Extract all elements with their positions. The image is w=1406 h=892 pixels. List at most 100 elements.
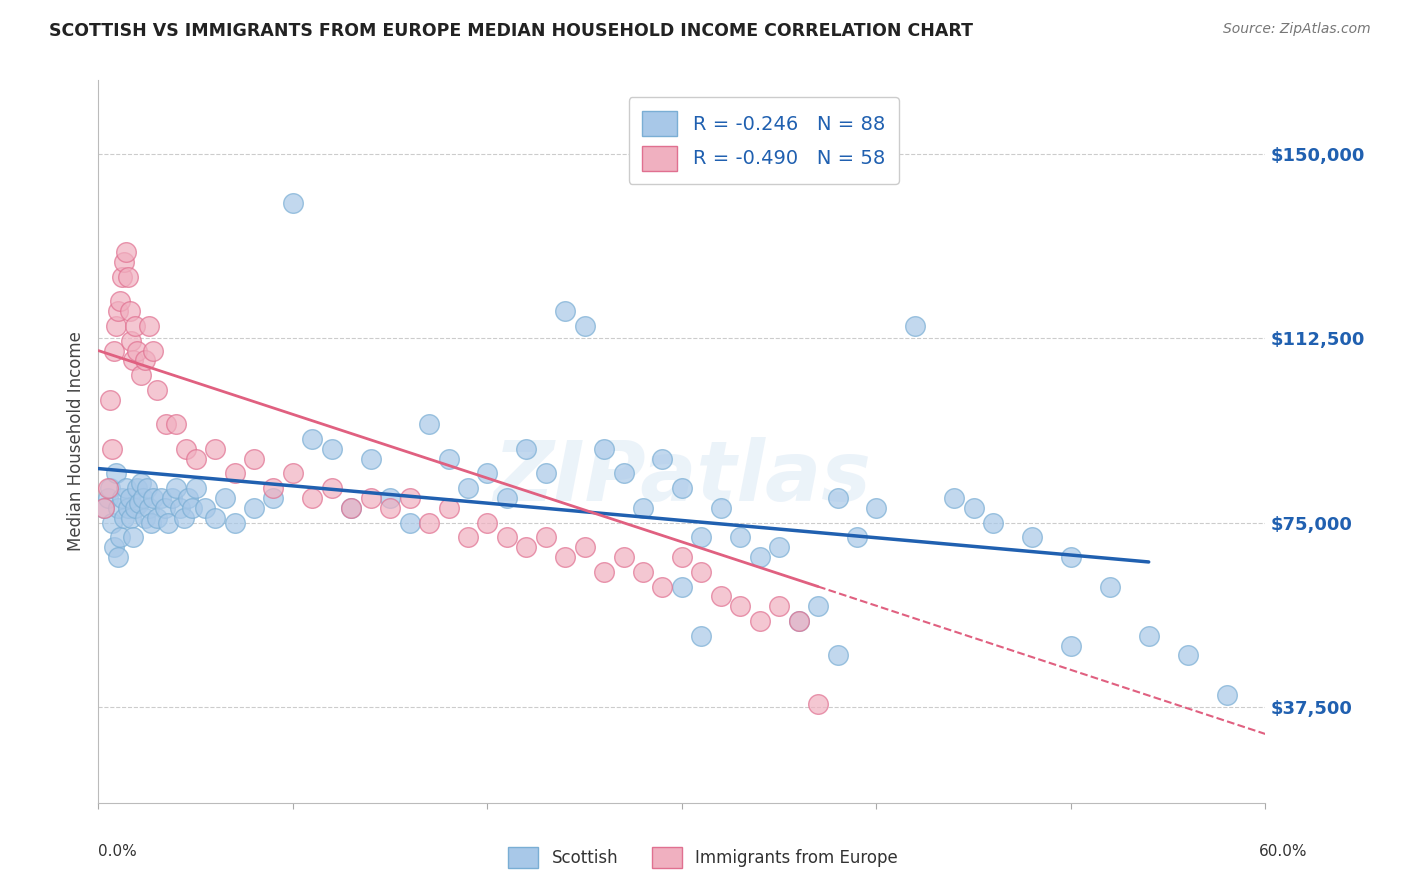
Point xyxy=(224,467,246,481)
Point xyxy=(360,451,382,466)
Point xyxy=(281,196,304,211)
Point xyxy=(418,516,440,530)
Text: 60.0%: 60.0% xyxy=(1260,845,1308,859)
Point xyxy=(149,491,172,505)
Point xyxy=(136,481,159,495)
Point xyxy=(262,481,284,495)
Point xyxy=(124,319,146,334)
Point xyxy=(101,516,124,530)
Text: Source: ZipAtlas.com: Source: ZipAtlas.com xyxy=(1223,22,1371,37)
Point xyxy=(515,540,537,554)
Point xyxy=(690,565,713,579)
Point xyxy=(124,500,146,515)
Point xyxy=(690,629,713,643)
Point xyxy=(477,516,499,530)
Point xyxy=(224,516,246,530)
Legend: Scottish, Immigrants from Europe: Scottish, Immigrants from Europe xyxy=(502,840,904,875)
Text: SCOTTISH VS IMMIGRANTS FROM EUROPE MEDIAN HOUSEHOLD INCOME CORRELATION CHART: SCOTTISH VS IMMIGRANTS FROM EUROPE MEDIA… xyxy=(49,22,973,40)
Point xyxy=(117,500,139,515)
Point xyxy=(807,599,830,614)
Point xyxy=(117,269,139,284)
Point xyxy=(112,510,135,524)
Point xyxy=(554,304,576,318)
Point xyxy=(97,481,120,495)
Point xyxy=(496,491,519,505)
Point xyxy=(107,500,129,515)
Point xyxy=(108,530,131,544)
Point xyxy=(748,614,770,628)
Point xyxy=(613,467,636,481)
Point xyxy=(177,491,200,505)
Point xyxy=(690,530,713,544)
Point xyxy=(118,304,141,318)
Point xyxy=(671,580,693,594)
Point xyxy=(107,304,129,318)
Point xyxy=(103,343,125,358)
Point xyxy=(651,580,673,594)
Point xyxy=(174,442,197,456)
Point xyxy=(97,491,120,505)
Point xyxy=(127,481,149,495)
Point xyxy=(787,614,810,628)
Point xyxy=(111,269,134,284)
Point xyxy=(104,467,127,481)
Point xyxy=(169,500,191,515)
Point xyxy=(380,491,402,505)
Point xyxy=(180,500,202,515)
Point xyxy=(457,530,479,544)
Point xyxy=(651,451,673,466)
Legend: R = -0.246   N = 88, R = -0.490   N = 58: R = -0.246 N = 88, R = -0.490 N = 58 xyxy=(628,97,898,184)
Point xyxy=(360,491,382,505)
Point xyxy=(184,451,207,466)
Point xyxy=(593,565,616,579)
Point xyxy=(398,516,420,530)
Point xyxy=(554,549,576,564)
Point xyxy=(613,549,636,564)
Point xyxy=(477,467,499,481)
Point xyxy=(281,467,304,481)
Point xyxy=(321,481,343,495)
Point xyxy=(194,500,217,515)
Point xyxy=(165,417,187,432)
Point xyxy=(142,491,165,505)
Point xyxy=(496,530,519,544)
Point xyxy=(730,530,752,544)
Point xyxy=(243,500,266,515)
Point xyxy=(321,442,343,456)
Point xyxy=(807,698,830,712)
Point xyxy=(173,510,195,524)
Point xyxy=(631,565,654,579)
Point xyxy=(162,491,184,505)
Point xyxy=(184,481,207,495)
Point xyxy=(138,500,160,515)
Point xyxy=(437,451,460,466)
Point xyxy=(118,491,141,505)
Point xyxy=(93,500,115,515)
Point xyxy=(129,476,152,491)
Point xyxy=(671,549,693,564)
Point xyxy=(340,500,363,515)
Point xyxy=(114,245,136,260)
Point xyxy=(515,442,537,456)
Point xyxy=(1098,580,1121,594)
Text: 0.0%: 0.0% xyxy=(98,845,138,859)
Point xyxy=(943,491,966,505)
Point xyxy=(710,590,733,604)
Point xyxy=(155,417,177,432)
Point xyxy=(122,353,145,368)
Point xyxy=(768,540,790,554)
Point xyxy=(340,500,363,515)
Point xyxy=(574,540,596,554)
Point xyxy=(103,540,125,554)
Text: ZIPatlas: ZIPatlas xyxy=(494,437,870,518)
Y-axis label: Median Household Income: Median Household Income xyxy=(66,332,84,551)
Point xyxy=(981,516,1004,530)
Point xyxy=(101,442,124,456)
Point xyxy=(204,442,226,456)
Point xyxy=(132,491,155,505)
Point xyxy=(108,294,131,309)
Point xyxy=(962,500,984,515)
Point xyxy=(122,530,145,544)
Point xyxy=(787,614,810,628)
Point xyxy=(748,549,770,564)
